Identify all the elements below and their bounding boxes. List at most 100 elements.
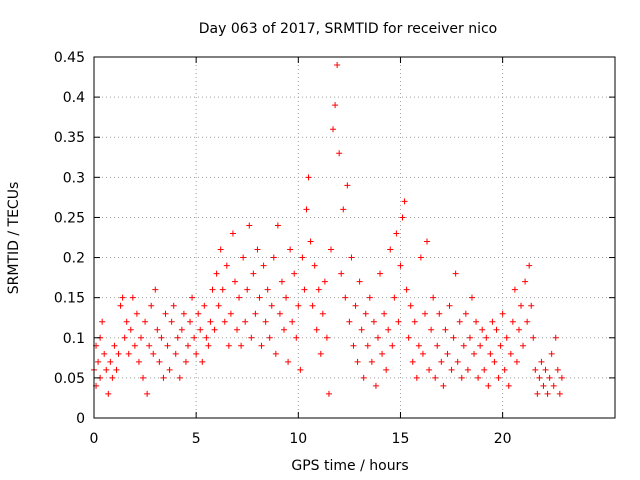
- y-tick-label: 0: [76, 411, 85, 427]
- data-point: [374, 334, 381, 341]
- data-point: [446, 302, 453, 309]
- data-point: [415, 342, 422, 349]
- data-point: [544, 390, 551, 397]
- data-point: [283, 294, 290, 301]
- data-point: [499, 310, 506, 317]
- data-point: [325, 390, 332, 397]
- data-point: [274, 222, 281, 229]
- data-point: [219, 286, 226, 293]
- data-point: [542, 366, 549, 373]
- data-point: [503, 334, 510, 341]
- y-tick-label: 0.2: [63, 251, 85, 267]
- data-point: [111, 342, 118, 349]
- data-point: [377, 270, 384, 277]
- data-point: [479, 326, 486, 333]
- y-tick-label: 0.4: [63, 90, 85, 106]
- data-point: [387, 246, 394, 253]
- data-point: [495, 374, 502, 381]
- data-point: [464, 366, 471, 373]
- data-point: [350, 342, 357, 349]
- data-point: [281, 326, 288, 333]
- data-point: [140, 374, 147, 381]
- data-point: [556, 390, 563, 397]
- data-point: [256, 294, 263, 301]
- data-point: [336, 150, 343, 157]
- data-point: [362, 310, 369, 317]
- data-point: [291, 270, 298, 277]
- data-point: [413, 374, 420, 381]
- data-point: [334, 62, 341, 69]
- data-point: [109, 374, 116, 381]
- data-point: [364, 342, 371, 349]
- data-point: [180, 310, 187, 317]
- data-point: [548, 350, 555, 357]
- data-point: [391, 294, 398, 301]
- data-point: [468, 294, 475, 301]
- x-tick-label: 10: [289, 431, 307, 447]
- data-point: [172, 350, 179, 357]
- data-point: [270, 254, 277, 261]
- data-point: [540, 382, 547, 389]
- data-point: [436, 310, 443, 317]
- data-point: [231, 278, 238, 285]
- data-point: [287, 246, 294, 253]
- data-point: [160, 374, 167, 381]
- data-point: [152, 286, 159, 293]
- data-point: [207, 318, 214, 325]
- y-tick-label: 0.3: [63, 170, 85, 186]
- data-point: [405, 334, 412, 341]
- data-point: [338, 270, 345, 277]
- data-point: [135, 358, 142, 365]
- data-point: [164, 342, 171, 349]
- data-point: [174, 334, 181, 341]
- data-point: [452, 270, 459, 277]
- data-point: [518, 302, 525, 309]
- data-point: [372, 382, 379, 389]
- data-point: [428, 326, 435, 333]
- data-point: [421, 310, 428, 317]
- data-point: [123, 318, 130, 325]
- data-point: [524, 318, 531, 325]
- data-point: [354, 358, 361, 365]
- data-point: [366, 294, 373, 301]
- data-point: [236, 294, 243, 301]
- data-point: [511, 286, 518, 293]
- x-axis-label: GPS time / hours: [291, 458, 408, 474]
- data-point: [276, 310, 283, 317]
- y-tick-label: 0.35: [54, 130, 85, 146]
- data-point: [319, 310, 326, 317]
- data-point: [360, 374, 367, 381]
- data-point: [444, 350, 451, 357]
- data-point: [176, 374, 183, 381]
- data-point: [395, 318, 402, 325]
- data-point: [113, 366, 120, 373]
- data-point: [187, 318, 194, 325]
- data-point: [438, 358, 445, 365]
- data-point: [505, 382, 512, 389]
- data-point: [417, 254, 424, 261]
- data-point: [370, 318, 377, 325]
- data-point: [462, 310, 469, 317]
- data-point: [99, 318, 106, 325]
- data-point: [137, 334, 144, 341]
- data-point: [195, 310, 202, 317]
- data-point: [223, 262, 230, 269]
- x-tick-label: 20: [494, 431, 512, 447]
- plot-frame: [93, 56, 616, 419]
- data-point: [129, 294, 136, 301]
- data-point: [385, 326, 392, 333]
- data-point: [434, 342, 441, 349]
- data-point: [295, 302, 302, 309]
- data-point: [532, 366, 539, 373]
- data-point: [554, 366, 561, 373]
- data-point: [209, 286, 216, 293]
- data-point: [158, 334, 165, 341]
- data-point: [458, 374, 465, 381]
- data-point: [240, 254, 247, 261]
- data-point: [475, 374, 482, 381]
- data-point: [381, 310, 388, 317]
- x-tick-label: 5: [192, 431, 201, 447]
- data-point: [285, 358, 292, 365]
- x-tick-label: 15: [392, 431, 410, 447]
- data-point: [107, 358, 114, 365]
